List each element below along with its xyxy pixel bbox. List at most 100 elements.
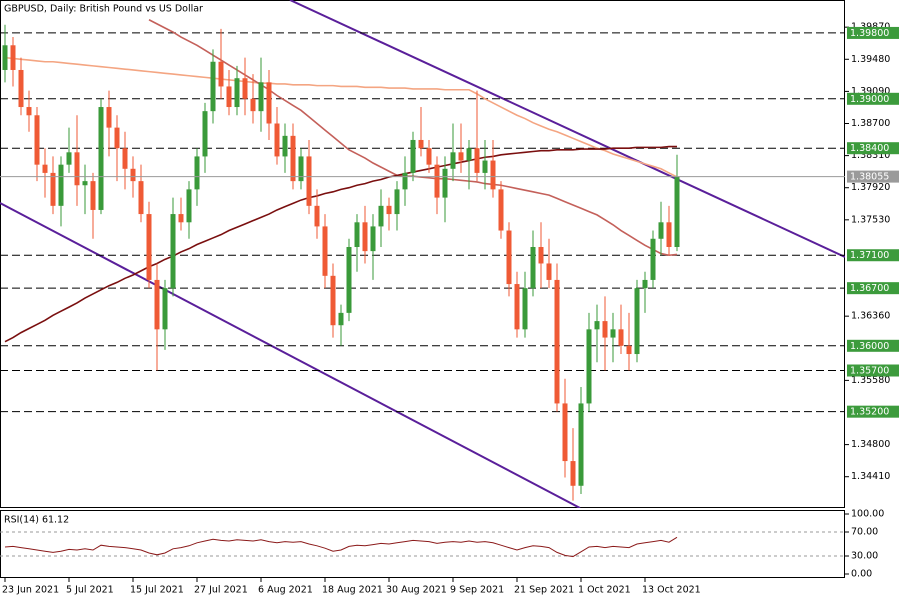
x-tick-label: 21 Sep 2021 <box>514 585 574 596</box>
moving-average-line <box>4 145 677 343</box>
x-tick-label: 9 Sep 2021 <box>450 585 504 596</box>
candle-body <box>298 156 304 182</box>
candle-body <box>394 189 400 215</box>
y-tick-label: 1.37920 <box>851 182 890 193</box>
candle-body <box>202 111 208 157</box>
candle-body <box>98 107 104 210</box>
candle-body <box>74 152 80 186</box>
y-tick-label: 1.39090 <box>851 86 890 97</box>
candle-body <box>226 86 232 108</box>
candle-body <box>138 181 144 215</box>
candle-body <box>554 279 560 404</box>
candle-body <box>586 329 592 404</box>
candle-body <box>538 247 544 264</box>
rsi-line <box>4 536 678 558</box>
last-price-box <box>847 170 899 183</box>
candle-body <box>266 82 272 124</box>
candle-body <box>410 139 416 173</box>
price-level-label: 1.35200 <box>850 407 889 418</box>
price-level-box <box>847 364 899 377</box>
candle-body <box>162 288 168 330</box>
candle-body <box>34 115 40 165</box>
candle-body <box>666 222 672 248</box>
price-level-box <box>847 142 899 155</box>
candle-body <box>314 205 320 227</box>
candle-body <box>674 176 680 248</box>
candle-body <box>618 329 624 346</box>
candle-body <box>258 82 264 112</box>
candle-body <box>498 189 504 231</box>
candle-body <box>282 135 288 157</box>
candle-body <box>242 78 248 99</box>
candle-body <box>386 205 392 215</box>
candle-body <box>562 403 568 462</box>
y-tick-label: 1.35580 <box>851 375 890 386</box>
y-tick-label: 0.00 <box>851 569 872 580</box>
candle-body <box>274 123 280 157</box>
y-tick-label: 30.00 <box>851 551 878 562</box>
candle-body <box>146 214 152 280</box>
candle-body <box>514 284 520 330</box>
candle-body <box>418 139 424 149</box>
candle-body <box>330 275 336 326</box>
candle-body <box>634 288 640 355</box>
candle-body <box>290 135 296 182</box>
y-tick-label: 1.38700 <box>851 118 890 129</box>
candle-body <box>18 69 24 108</box>
candle-body <box>522 288 528 330</box>
rsi-plot <box>0 531 845 558</box>
x-tick-label: 23 Jun 2021 <box>2 585 59 596</box>
candle-body <box>354 222 360 248</box>
candle-body <box>66 152 72 165</box>
candle-body <box>442 168 448 198</box>
candle-body <box>250 98 256 112</box>
rsi-panel-frame <box>0 510 845 578</box>
price-level-box <box>847 405 899 418</box>
candle-body <box>178 214 184 223</box>
candle-body <box>114 127 120 149</box>
x-tick-label: 15 Jul 2021 <box>130 585 184 596</box>
candle-body <box>602 321 608 338</box>
candle-body <box>306 156 312 206</box>
candle-body <box>362 222 368 252</box>
trend-lines <box>0 0 845 508</box>
candle-body <box>474 148 480 173</box>
candle-body <box>26 107 32 116</box>
candle-body <box>122 148 128 169</box>
rsi-title: RSI(14) 61.12 <box>4 515 69 526</box>
price-level-box <box>847 92 899 105</box>
candle-body <box>170 214 176 289</box>
price-level-label: 1.35700 <box>850 366 889 377</box>
y-tick-label: 1.34410 <box>851 471 890 482</box>
candle-body <box>42 164 48 173</box>
candle-body <box>2 45 8 70</box>
x-tick-label: 6 Aug 2021 <box>258 585 313 596</box>
main-panel-frame <box>0 0 845 508</box>
candle-body <box>58 164 64 206</box>
candle-body <box>642 279 648 289</box>
price-level-label: 1.39000 <box>850 94 889 105</box>
x-tick-label: 1 Oct 2021 <box>578 585 631 596</box>
main-plot <box>0 19 845 501</box>
candle-body <box>154 279 160 330</box>
candle-body <box>218 61 224 87</box>
candle-body <box>570 461 576 486</box>
price-level-label: 1.38400 <box>850 143 889 154</box>
price-level-box <box>847 282 899 295</box>
chart-title: GBPUSD, Daily: British Pound vs US Dolla… <box>4 4 203 15</box>
y-tick-label: 1.34800 <box>851 439 890 450</box>
candle-body <box>626 345 632 355</box>
candle-body <box>346 247 352 313</box>
candle-body <box>402 172 408 190</box>
candle-body <box>338 312 344 326</box>
candle-body <box>90 181 96 210</box>
candle-body <box>10 45 16 70</box>
x-tick-label: 27 Jul 2021 <box>194 585 248 596</box>
price-level-label: 1.37100 <box>850 250 889 261</box>
candle-body <box>322 226 328 276</box>
y-tick-label: 1.38310 <box>851 150 890 161</box>
trend-line-upper <box>289 0 845 258</box>
x-tick-label: 18 Aug 2021 <box>322 585 383 596</box>
candle-body <box>210 61 216 112</box>
